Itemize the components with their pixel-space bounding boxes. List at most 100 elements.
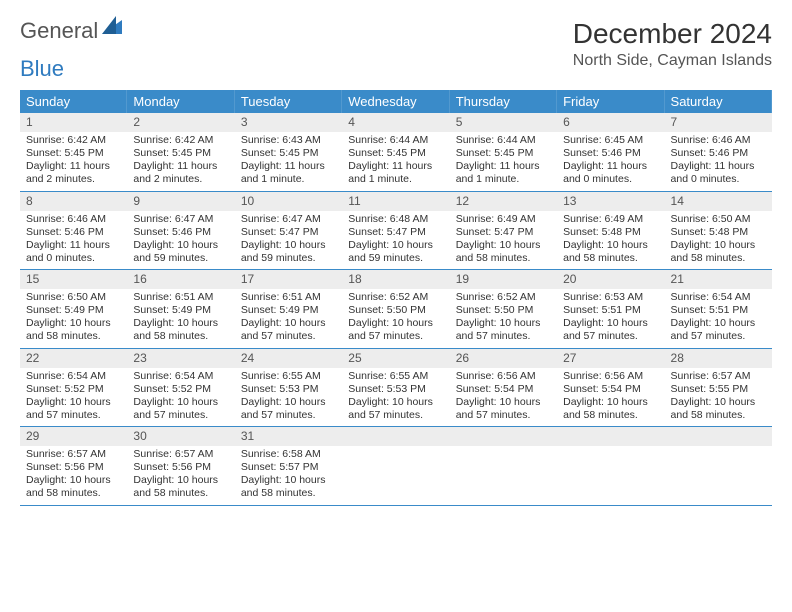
sunset-line: Sunset: 5:52 PM	[133, 383, 228, 396]
sunset-line: Sunset: 5:45 PM	[26, 147, 121, 160]
day-cell: 17Sunrise: 6:51 AMSunset: 5:49 PMDayligh…	[235, 270, 342, 348]
day-cell: 24Sunrise: 6:55 AMSunset: 5:53 PMDayligh…	[235, 349, 342, 427]
sunrise-line: Sunrise: 6:53 AM	[563, 291, 658, 304]
sunset-line: Sunset: 5:50 PM	[348, 304, 443, 317]
day-body: Sunrise: 6:49 AMSunset: 5:47 PMDaylight:…	[450, 211, 557, 266]
logo-text-blue: Blue	[20, 56, 64, 82]
day-cell: 14Sunrise: 6:50 AMSunset: 5:48 PMDayligh…	[665, 192, 772, 270]
sunrise-line: Sunrise: 6:52 AM	[348, 291, 443, 304]
day-number: 26	[450, 349, 557, 368]
day-number: 30	[127, 427, 234, 446]
daylight-line: Daylight: 10 hours and 58 minutes.	[133, 474, 228, 500]
day-number: 7	[665, 113, 772, 132]
calendar: SundayMondayTuesdayWednesdayThursdayFrid…	[20, 90, 772, 506]
day-body: Sunrise: 6:51 AMSunset: 5:49 PMDaylight:…	[235, 289, 342, 344]
day-number: 10	[235, 192, 342, 211]
day-body: Sunrise: 6:52 AMSunset: 5:50 PMDaylight:…	[342, 289, 449, 344]
day-cell: 11Sunrise: 6:48 AMSunset: 5:47 PMDayligh…	[342, 192, 449, 270]
sunset-line: Sunset: 5:45 PM	[456, 147, 551, 160]
day-body: Sunrise: 6:42 AMSunset: 5:45 PMDaylight:…	[20, 132, 127, 187]
day-number: 13	[557, 192, 664, 211]
weekday-header: Wednesday	[342, 90, 449, 113]
day-number: 4	[342, 113, 449, 132]
day-number: 15	[20, 270, 127, 289]
sunset-line: Sunset: 5:47 PM	[241, 226, 336, 239]
day-number: 20	[557, 270, 664, 289]
sunrise-line: Sunrise: 6:57 AM	[133, 448, 228, 461]
sunset-line: Sunset: 5:45 PM	[133, 147, 228, 160]
daylight-line: Daylight: 10 hours and 59 minutes.	[348, 239, 443, 265]
sunrise-line: Sunrise: 6:56 AM	[563, 370, 658, 383]
day-cell: 4Sunrise: 6:44 AMSunset: 5:45 PMDaylight…	[342, 113, 449, 191]
day-body: Sunrise: 6:44 AMSunset: 5:45 PMDaylight:…	[450, 132, 557, 187]
sunrise-line: Sunrise: 6:47 AM	[133, 213, 228, 226]
day-number	[450, 427, 557, 446]
day-body: Sunrise: 6:54 AMSunset: 5:52 PMDaylight:…	[127, 368, 234, 423]
sunrise-line: Sunrise: 6:55 AM	[241, 370, 336, 383]
day-cell: 2Sunrise: 6:42 AMSunset: 5:45 PMDaylight…	[127, 113, 234, 191]
daylight-line: Daylight: 11 hours and 2 minutes.	[133, 160, 228, 186]
day-body: Sunrise: 6:57 AMSunset: 5:56 PMDaylight:…	[127, 446, 234, 501]
day-body: Sunrise: 6:44 AMSunset: 5:45 PMDaylight:…	[342, 132, 449, 187]
day-body: Sunrise: 6:51 AMSunset: 5:49 PMDaylight:…	[127, 289, 234, 344]
day-body: Sunrise: 6:49 AMSunset: 5:48 PMDaylight:…	[557, 211, 664, 266]
day-number: 18	[342, 270, 449, 289]
weekday-header: Sunday	[20, 90, 127, 113]
sunrise-line: Sunrise: 6:54 AM	[26, 370, 121, 383]
day-cell: 3Sunrise: 6:43 AMSunset: 5:45 PMDaylight…	[235, 113, 342, 191]
day-number: 1	[20, 113, 127, 132]
sunset-line: Sunset: 5:45 PM	[241, 147, 336, 160]
day-number: 9	[127, 192, 234, 211]
weekday-header: Friday	[557, 90, 664, 113]
sunrise-line: Sunrise: 6:49 AM	[456, 213, 551, 226]
day-body: Sunrise: 6:48 AMSunset: 5:47 PMDaylight:…	[342, 211, 449, 266]
sunset-line: Sunset: 5:46 PM	[563, 147, 658, 160]
daylight-line: Daylight: 10 hours and 58 minutes.	[241, 474, 336, 500]
day-number	[557, 427, 664, 446]
day-cell: 6Sunrise: 6:45 AMSunset: 5:46 PMDaylight…	[557, 113, 664, 191]
day-number: 16	[127, 270, 234, 289]
day-number	[342, 427, 449, 446]
sunset-line: Sunset: 5:50 PM	[456, 304, 551, 317]
day-cell: 16Sunrise: 6:51 AMSunset: 5:49 PMDayligh…	[127, 270, 234, 348]
daylight-line: Daylight: 10 hours and 58 minutes.	[671, 396, 766, 422]
day-body: Sunrise: 6:53 AMSunset: 5:51 PMDaylight:…	[557, 289, 664, 344]
day-body: Sunrise: 6:54 AMSunset: 5:51 PMDaylight:…	[665, 289, 772, 344]
sunset-line: Sunset: 5:46 PM	[133, 226, 228, 239]
sunrise-line: Sunrise: 6:45 AM	[563, 134, 658, 147]
day-cell: 28Sunrise: 6:57 AMSunset: 5:55 PMDayligh…	[665, 349, 772, 427]
day-number: 25	[342, 349, 449, 368]
day-number: 21	[665, 270, 772, 289]
day-number: 19	[450, 270, 557, 289]
sunset-line: Sunset: 5:57 PM	[241, 461, 336, 474]
day-body: Sunrise: 6:58 AMSunset: 5:57 PMDaylight:…	[235, 446, 342, 501]
day-body: Sunrise: 6:57 AMSunset: 5:56 PMDaylight:…	[20, 446, 127, 501]
day-cell: 7Sunrise: 6:46 AMSunset: 5:46 PMDaylight…	[665, 113, 772, 191]
sunset-line: Sunset: 5:48 PM	[671, 226, 766, 239]
daylight-line: Daylight: 10 hours and 57 minutes.	[348, 317, 443, 343]
day-cell: 27Sunrise: 6:56 AMSunset: 5:54 PMDayligh…	[557, 349, 664, 427]
day-number: 17	[235, 270, 342, 289]
sunrise-line: Sunrise: 6:50 AM	[671, 213, 766, 226]
sunset-line: Sunset: 5:54 PM	[563, 383, 658, 396]
day-body: Sunrise: 6:57 AMSunset: 5:55 PMDaylight:…	[665, 368, 772, 423]
day-cell: 23Sunrise: 6:54 AMSunset: 5:52 PMDayligh…	[127, 349, 234, 427]
sunrise-line: Sunrise: 6:42 AM	[133, 134, 228, 147]
day-cell: 29Sunrise: 6:57 AMSunset: 5:56 PMDayligh…	[20, 427, 127, 505]
title-block: December 2024 North Side, Cayman Islands	[573, 18, 772, 70]
sunset-line: Sunset: 5:49 PM	[133, 304, 228, 317]
sunset-line: Sunset: 5:45 PM	[348, 147, 443, 160]
sunrise-line: Sunrise: 6:57 AM	[671, 370, 766, 383]
day-body: Sunrise: 6:43 AMSunset: 5:45 PMDaylight:…	[235, 132, 342, 187]
logo-sail-icon	[102, 16, 122, 39]
sunset-line: Sunset: 5:47 PM	[456, 226, 551, 239]
weekday-header: Saturday	[665, 90, 772, 113]
day-body: Sunrise: 6:46 AMSunset: 5:46 PMDaylight:…	[665, 132, 772, 187]
sunrise-line: Sunrise: 6:58 AM	[241, 448, 336, 461]
sunset-line: Sunset: 5:54 PM	[456, 383, 551, 396]
day-number: 29	[20, 427, 127, 446]
day-cell: 10Sunrise: 6:47 AMSunset: 5:47 PMDayligh…	[235, 192, 342, 270]
logo: General	[20, 18, 124, 44]
day-number	[665, 427, 772, 446]
week-row: 8Sunrise: 6:46 AMSunset: 5:46 PMDaylight…	[20, 192, 772, 271]
